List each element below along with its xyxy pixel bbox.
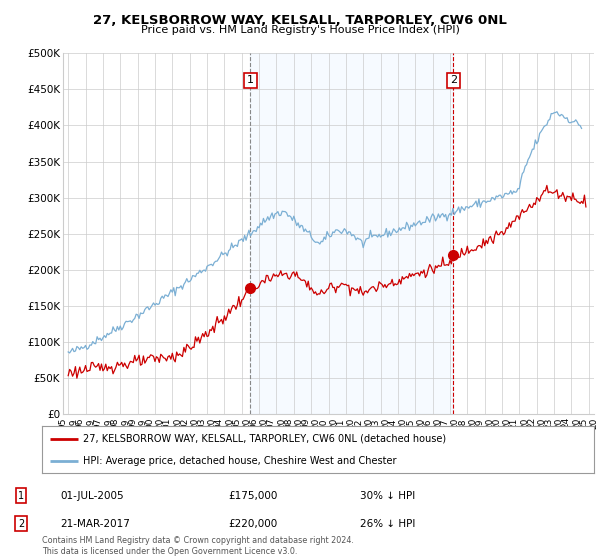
Text: 26% ↓ HPI: 26% ↓ HPI [360, 519, 415, 529]
Text: Price paid vs. HM Land Registry's House Price Index (HPI): Price paid vs. HM Land Registry's House … [140, 25, 460, 35]
Text: 2: 2 [18, 519, 24, 529]
Bar [250, 53, 454, 414]
Text: 27, KELSBORROW WAY, KELSALL, TARPORLEY, CW6 0NL: 27, KELSBORROW WAY, KELSALL, TARPORLEY, … [93, 14, 507, 27]
Text: 01-JUL-2005: 01-JUL-2005 [60, 491, 124, 501]
Text: HPI: Average price, detached house, Cheshire West and Chester: HPI: Average price, detached house, Ches… [83, 456, 397, 466]
Text: 21-MAR-2017: 21-MAR-2017 [60, 519, 130, 529]
Text: 30% ↓ HPI: 30% ↓ HPI [360, 491, 415, 501]
Text: 1: 1 [18, 491, 24, 501]
Text: 2: 2 [450, 75, 457, 85]
Text: Contains HM Land Registry data © Crown copyright and database right 2024.
This d: Contains HM Land Registry data © Crown c… [42, 536, 354, 556]
Text: 27, KELSBORROW WAY, KELSALL, TARPORLEY, CW6 0NL (detached house): 27, KELSBORROW WAY, KELSALL, TARPORLEY, … [83, 434, 446, 444]
Text: 1: 1 [247, 75, 254, 85]
Text: £175,000: £175,000 [228, 491, 277, 501]
Text: £220,000: £220,000 [228, 519, 277, 529]
